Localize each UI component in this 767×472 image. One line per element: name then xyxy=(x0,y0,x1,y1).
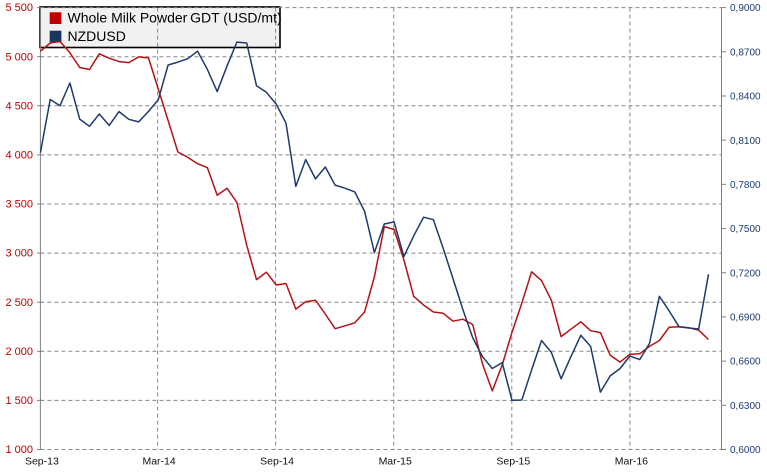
svg-text:2 000: 2 000 xyxy=(5,346,33,358)
svg-text:Sep-13: Sep-13 xyxy=(25,456,59,468)
svg-text:0,6600: 0,6600 xyxy=(730,357,761,368)
svg-text:Mar-16: Mar-16 xyxy=(615,456,648,468)
svg-text:0,7800: 0,7800 xyxy=(730,180,761,191)
svg-text:0,7500: 0,7500 xyxy=(730,224,761,235)
svg-text:0,6300: 0,6300 xyxy=(730,401,761,412)
svg-text:3 500: 3 500 xyxy=(5,199,33,211)
svg-text:5 500: 5 500 xyxy=(5,2,33,14)
svg-text:0,8700: 0,8700 xyxy=(730,47,761,58)
svg-text:4 000: 4 000 xyxy=(5,150,33,162)
svg-text:0,6900: 0,6900 xyxy=(730,313,761,324)
svg-text:Sep-14: Sep-14 xyxy=(260,456,294,468)
svg-text:Mar-15: Mar-15 xyxy=(379,456,412,468)
svg-text:Mar-14: Mar-14 xyxy=(142,456,175,468)
svg-text:1 000: 1 000 xyxy=(5,444,33,456)
svg-text:0,6000: 0,6000 xyxy=(730,445,761,456)
svg-text:4 500: 4 500 xyxy=(5,100,33,112)
svg-text:Sep-15: Sep-15 xyxy=(496,456,530,468)
svg-text:0,8400: 0,8400 xyxy=(730,92,761,103)
svg-text:0,9000: 0,9000 xyxy=(730,3,761,14)
svg-text:0,8100: 0,8100 xyxy=(730,136,761,147)
svg-text:Whole Milk Powder GDT (USD/mt): Whole Milk Powder GDT (USD/mt) xyxy=(68,10,282,26)
svg-text:2 500: 2 500 xyxy=(5,297,33,309)
svg-text:5 000: 5 000 xyxy=(5,51,33,63)
svg-text:1 500: 1 500 xyxy=(5,395,33,407)
svg-text:NZDUSD: NZDUSD xyxy=(68,28,126,44)
svg-text:3 000: 3 000 xyxy=(5,248,33,260)
svg-text:0,7200: 0,7200 xyxy=(730,268,761,279)
